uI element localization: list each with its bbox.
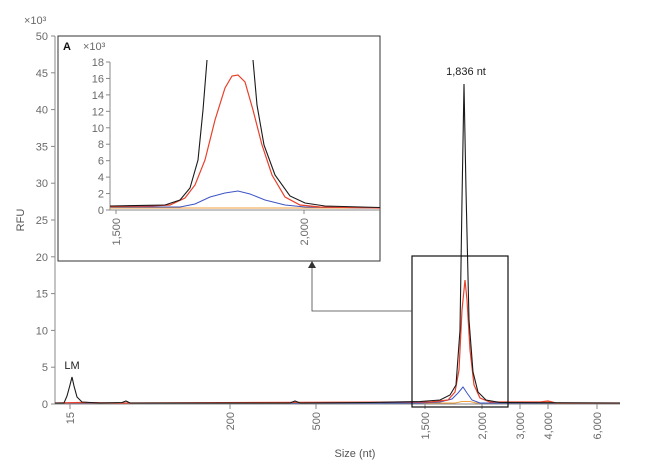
zoom-connector-arrowhead bbox=[308, 261, 316, 268]
x-axis-title: Size (nt) bbox=[335, 448, 376, 460]
y-tick-label: 15 bbox=[36, 289, 48, 301]
inset-y-tick-label: 12 bbox=[92, 106, 104, 118]
y-tick-label: 25 bbox=[36, 215, 48, 227]
y-tick-label: 20 bbox=[36, 252, 48, 264]
inset-y-tick-label: 6 bbox=[98, 156, 104, 168]
inset-y-tick-label: 16 bbox=[92, 73, 104, 85]
inset-series-red-trace bbox=[109, 74, 381, 209]
x-tick-label: 4,000 bbox=[543, 412, 555, 440]
x-tick-group: 15 200 500 1,500 2,000 3,000 4,000 6,000 bbox=[65, 404, 604, 440]
inset-y-tick-label: 4 bbox=[98, 172, 104, 184]
y-multiplier-label: ×10³ bbox=[24, 15, 47, 27]
inset-y-tick-label: 14 bbox=[92, 90, 104, 102]
inset-y-tick-label: 10 bbox=[92, 123, 104, 135]
inset-x-tick-group: 1,500 2,000 bbox=[111, 210, 311, 246]
x-tick-label: 3,000 bbox=[515, 412, 527, 440]
inset-panel-label: A bbox=[63, 41, 71, 53]
series-black-trace bbox=[55, 83, 621, 404]
inset-frame bbox=[57, 35, 381, 262]
inset-y-tick-label: 18 bbox=[92, 57, 104, 69]
inset-series-blue-trace bbox=[110, 190, 381, 209]
inset-y-tick-label: 2 bbox=[98, 189, 104, 201]
inset-x-tick-label: 2,000 bbox=[299, 218, 311, 246]
series-blue-trace bbox=[55, 386, 620, 404]
x-tick-label: 200 bbox=[225, 412, 237, 430]
x-tick-label: 2,000 bbox=[477, 412, 489, 440]
peak-annotation-1836: 1,836 nt bbox=[446, 66, 486, 78]
y-tick-label: 0 bbox=[42, 399, 48, 411]
inset-y-tick-label: 8 bbox=[98, 139, 104, 151]
y-tick-label: 5 bbox=[42, 362, 48, 374]
x-tick-label: 15 bbox=[65, 412, 77, 424]
y-tick-label: 30 bbox=[36, 178, 48, 190]
zoom-region-box bbox=[411, 255, 509, 408]
inset-y-tick-group: 0 2 4 6 8 10 12 14 16 18 bbox=[92, 57, 110, 217]
inset-y-multiplier-label: ×10³ bbox=[83, 41, 106, 53]
series-red-trace bbox=[54, 279, 620, 404]
x-tick-label: 6,000 bbox=[592, 412, 604, 440]
y-tick-group: 0 5 10 15 20 25 30 35 40 45 50 bbox=[36, 31, 55, 411]
y-tick-label: 40 bbox=[36, 105, 48, 117]
y-tick-label: 50 bbox=[36, 31, 48, 43]
inset-x-tick-label: 1,500 bbox=[111, 218, 123, 246]
x-tick-label: 500 bbox=[311, 412, 323, 430]
main-traces bbox=[54, 83, 621, 404]
y-tick-label: 35 bbox=[36, 141, 48, 153]
y-tick-label: 10 bbox=[36, 325, 48, 337]
inset-series-black-trace bbox=[109, 59, 381, 209]
y-axis-title: RFU bbox=[15, 209, 27, 232]
lower-marker-annotation: LM bbox=[64, 360, 79, 372]
zoom-connector-line bbox=[311, 267, 412, 312]
x-tick-label: 1,500 bbox=[420, 412, 432, 440]
inset-panel: A ×10³ 0 2 4 6 8 10 12 14 16 18 1,500 2,000 bbox=[57, 35, 381, 262]
y-tick-label: 45 bbox=[36, 68, 48, 80]
inset-y-tick-label: 0 bbox=[98, 205, 104, 217]
